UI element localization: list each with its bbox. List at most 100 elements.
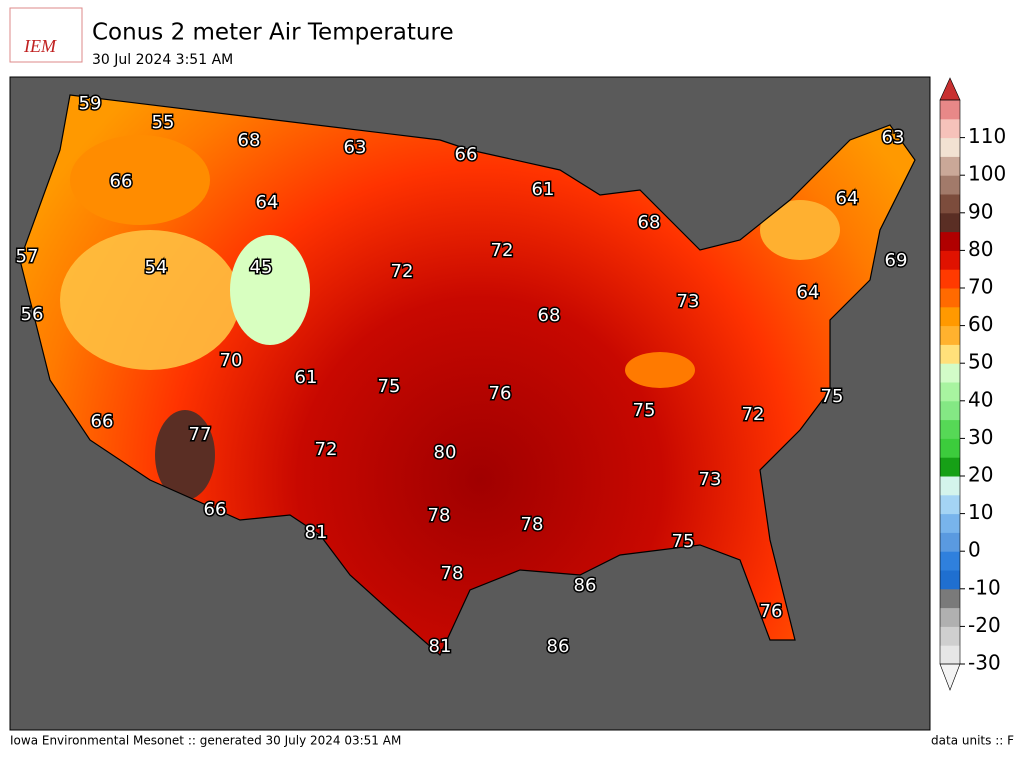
- logo: IEM: [9, 7, 83, 63]
- station-label: 78: [441, 563, 464, 584]
- colorbar-bin: [940, 288, 960, 308]
- colorbar-bin: [940, 400, 960, 421]
- colorbar-bin: [940, 532, 960, 552]
- colorbar-bin: [940, 325, 960, 345]
- colorbar-over: [939, 77, 961, 101]
- station-label: 66: [110, 171, 133, 192]
- title: Conus 2 meter Air Temperature: [92, 20, 454, 46]
- colorbar-bin: [940, 137, 960, 157]
- station-label: 55: [152, 112, 175, 133]
- station-label: 72: [491, 240, 514, 261]
- station-label: 73: [677, 291, 700, 312]
- colorbar-bin: [940, 269, 960, 289]
- station-label: 78: [428, 505, 451, 526]
- station-label: 61: [295, 367, 318, 388]
- station-label: 66: [204, 499, 227, 520]
- colorbar-tick-label: -30: [968, 651, 1001, 675]
- colorbar-bin: [940, 382, 960, 402]
- station-label: 45: [250, 257, 273, 278]
- colorbar-bin: [940, 513, 960, 533]
- station-label: 72: [742, 404, 765, 425]
- station-label: 63: [344, 137, 367, 158]
- colorbar-bin: [940, 363, 960, 383]
- colorbar-bin: [940, 570, 960, 590]
- colorbar-tick-label: 30: [968, 425, 993, 449]
- colorbar-tick-label: -20: [968, 613, 1001, 637]
- logo-text: IEM: [23, 36, 57, 56]
- colorbar-bin: [940, 551, 960, 571]
- colorbar-bin: [940, 588, 960, 609]
- station-label: 56: [21, 304, 44, 325]
- station-label: 72: [391, 261, 414, 282]
- colorbar-tick-label: -10: [968, 575, 1001, 599]
- colorbar-bin: [940, 457, 960, 477]
- station-label: 81: [429, 636, 452, 657]
- station-label: 76: [760, 601, 783, 622]
- station-label: 75: [672, 531, 695, 552]
- colorbar-bin: [940, 231, 960, 251]
- colorbar-frame: [939, 99, 961, 665]
- station-label: 76: [489, 383, 512, 404]
- colorbar-tick-label: 110: [968, 124, 1006, 148]
- colorbar-bin: [940, 645, 960, 665]
- station-label: 68: [238, 130, 261, 151]
- station-label: 66: [455, 144, 478, 165]
- station-label: 63: [882, 127, 905, 148]
- colorbar-bin: [940, 250, 960, 270]
- colorbar-tick-label: 80: [968, 237, 993, 261]
- colorbar-bin: [940, 194, 960, 214]
- colorbar-bin: [940, 118, 960, 139]
- colorbar-tick-label: 90: [968, 199, 993, 223]
- colorbar-bin: [940, 494, 960, 515]
- station-label: 68: [538, 305, 561, 326]
- colorbar-tick-label: 0: [968, 538, 981, 562]
- map: 59 55 68 63 66 63 66 61 64 64 68 72 57 54 45 72 69 64 73 68…: [9, 76, 931, 731]
- station-label: 70: [220, 350, 243, 371]
- station-label: 57: [16, 246, 39, 267]
- colorbar-tick-label: 40: [968, 387, 993, 411]
- station-label: 54: [145, 257, 168, 278]
- station-label: 66: [91, 411, 114, 432]
- colorbar-bin: [940, 175, 960, 195]
- colorbar-bin: [940, 476, 960, 496]
- footer-left: Iowa Environmental Mesonet :: generated …: [10, 734, 401, 748]
- footer-right: data units :: F: [931, 734, 1014, 748]
- station-label: 64: [797, 282, 820, 303]
- station-label: 61: [532, 179, 555, 200]
- station-label: 59: [79, 93, 102, 114]
- subtitle: 30 Jul 2024 3:51 AM: [92, 52, 233, 68]
- colorbar-tick-label: 50: [968, 350, 993, 374]
- colorbar: -30 -20 -10 0 10 20 30 40 50 60 70 80 90 100 110: [939, 77, 1006, 691]
- station-label: 78: [521, 514, 544, 535]
- station-label: 69: [885, 250, 908, 271]
- colorbar-tick-label: 10: [968, 500, 993, 524]
- station-label: 81: [305, 522, 328, 543]
- colorbar-under: [939, 663, 961, 691]
- colorbar-bin: [940, 306, 960, 327]
- colorbar-bin: [940, 344, 960, 364]
- station-label: 86: [574, 575, 597, 596]
- station-label: 64: [836, 188, 859, 209]
- station-label: 80: [434, 442, 457, 463]
- colorbar-bin: [940, 626, 960, 646]
- station-label: 75: [821, 386, 844, 407]
- colorbar-bin: [940, 607, 960, 627]
- colorbar-bin: [940, 100, 960, 120]
- colorbar-tick-label: 20: [968, 463, 993, 487]
- station-label: 73: [699, 469, 722, 490]
- colorbar-tick-label: 70: [968, 275, 993, 299]
- station-label: 64: [256, 192, 279, 213]
- station-label: 77: [189, 424, 212, 445]
- colorbar-bin: [940, 212, 960, 233]
- colorbar-tick-label: 60: [968, 312, 993, 336]
- station-label: 75: [378, 376, 401, 397]
- station-label: 68: [638, 212, 661, 233]
- colorbar-tick-label: 100: [968, 162, 1006, 186]
- colorbar-bin: [940, 419, 960, 439]
- colorbar-bin: [940, 438, 960, 458]
- station-label: 75: [633, 400, 656, 421]
- station-label: 72: [315, 439, 338, 460]
- colorbar-bin: [940, 156, 960, 176]
- station-label: 86: [547, 636, 570, 657]
